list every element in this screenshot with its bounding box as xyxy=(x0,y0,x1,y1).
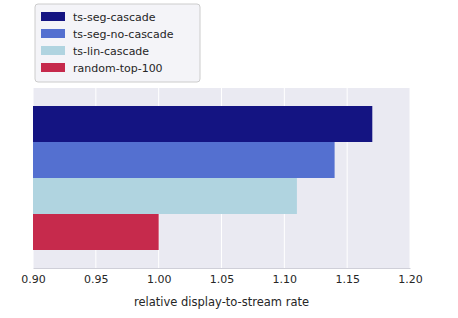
legend-swatch xyxy=(41,46,65,55)
tick-label: 1.10 xyxy=(273,273,298,286)
bars xyxy=(33,106,372,250)
x-axis-title: relative display-to-stream rate xyxy=(134,295,309,309)
bar xyxy=(33,214,159,250)
plot: 0.90 0.95 1.00 1.05 1.10 1.15 1.20 xyxy=(0,88,423,286)
legend-swatch xyxy=(41,12,65,21)
tick-label: 1.15 xyxy=(335,273,360,286)
tick: 1.15 xyxy=(335,268,360,286)
legend-swatch xyxy=(41,63,65,72)
tick-label: 0.90 xyxy=(21,273,46,286)
bar xyxy=(33,178,297,214)
legend-label: ts-lin-cascade xyxy=(73,45,149,58)
x-axis: 0.90 0.95 1.00 1.05 1.10 1.15 1.20 xyxy=(21,268,423,286)
legend: ts-seg-cascade ts-seg-no-cascade ts-lin-ca… xyxy=(35,4,200,82)
tick-label: 1.05 xyxy=(210,273,235,286)
axis-line xyxy=(34,268,411,269)
bar xyxy=(33,106,372,142)
tick: 0.95 xyxy=(84,268,109,286)
tick-label: 0.95 xyxy=(84,273,109,286)
legend-label: ts-seg-no-cascade xyxy=(73,28,174,41)
tick-label: 1.00 xyxy=(147,273,172,286)
grid-line xyxy=(410,88,411,268)
legend-label: random-top-100 xyxy=(73,62,163,75)
tick: 0.90 xyxy=(21,268,46,286)
chart: 0.90 0.95 1.00 1.05 1.10 1.15 1.20 relative dis… xyxy=(0,0,458,318)
tick: 1.20 xyxy=(398,268,423,286)
legend-label: ts-seg-cascade xyxy=(73,11,156,24)
legend-swatch xyxy=(41,29,65,38)
tick: 1.10 xyxy=(273,268,298,286)
tick: 1.00 xyxy=(147,268,172,286)
tick: 1.05 xyxy=(210,268,235,286)
bar xyxy=(33,142,335,178)
legend-box xyxy=(35,4,200,82)
tick-label: 1.20 xyxy=(398,273,423,286)
